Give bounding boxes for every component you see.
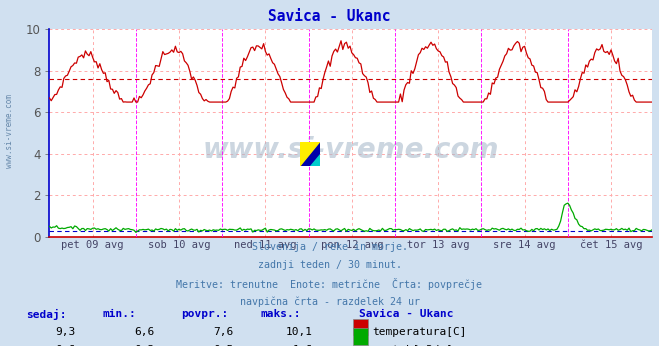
- Text: 0,3: 0,3: [134, 345, 155, 346]
- Text: www.si-vreme.com: www.si-vreme.com: [5, 94, 14, 169]
- Bar: [300, 142, 310, 166]
- Text: min.:: min.:: [102, 309, 136, 319]
- Text: maks.:: maks.:: [260, 309, 301, 319]
- Text: Savica - Ukanc: Savica - Ukanc: [359, 309, 453, 319]
- Text: pretok[m3/s]: pretok[m3/s]: [372, 345, 453, 346]
- Text: 0,5: 0,5: [214, 345, 234, 346]
- Text: sedaj:: sedaj:: [26, 309, 67, 320]
- Polygon shape: [300, 142, 320, 166]
- Text: 1,6: 1,6: [293, 345, 313, 346]
- Bar: [310, 142, 320, 166]
- Text: 10,1: 10,1: [286, 327, 313, 337]
- Bar: [310, 142, 320, 166]
- Text: temperatura[C]: temperatura[C]: [372, 327, 467, 337]
- Text: 0,6: 0,6: [55, 345, 76, 346]
- Bar: [300, 142, 320, 154]
- Text: 7,6: 7,6: [214, 327, 234, 337]
- Text: Slovenija / reke in morje.: Slovenija / reke in morje.: [252, 242, 407, 252]
- Text: www.si-vreme.com: www.si-vreme.com: [203, 136, 499, 164]
- Text: 6,6: 6,6: [134, 327, 155, 337]
- Text: povpr.:: povpr.:: [181, 309, 229, 319]
- Text: navpična črta - razdelek 24 ur: navpična črta - razdelek 24 ur: [239, 296, 420, 307]
- Text: 9,3: 9,3: [55, 327, 76, 337]
- Polygon shape: [310, 154, 320, 166]
- Text: Meritve: trenutne  Enote: metrične  Črta: povprečje: Meritve: trenutne Enote: metrične Črta: …: [177, 278, 482, 290]
- Text: Savica - Ukanc: Savica - Ukanc: [268, 9, 391, 24]
- Bar: [300, 142, 310, 166]
- Polygon shape: [300, 142, 320, 166]
- Text: zadnji teden / 30 minut.: zadnji teden / 30 minut.: [258, 260, 401, 270]
